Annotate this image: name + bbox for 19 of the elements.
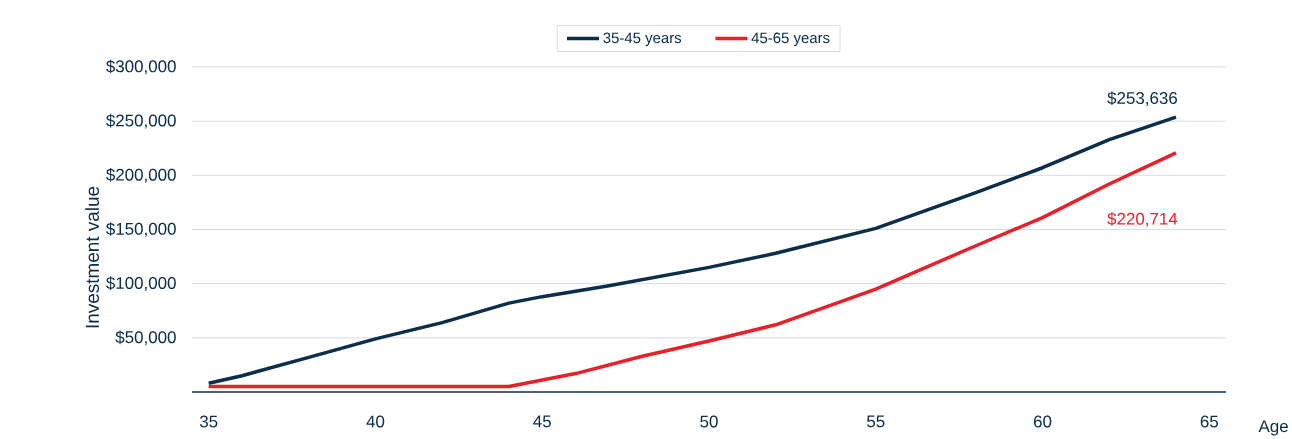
y-tick-label: $50,000 [115, 330, 176, 346]
x-axis-title: Age [1258, 420, 1288, 436]
x-tick-label: 35 [199, 415, 218, 428]
x-tick-label: 60 [1033, 415, 1052, 428]
y-tick-label: $100,000 [106, 276, 176, 292]
y-tick-label: $300,000 [106, 59, 176, 75]
legend-label: 35-45 years [603, 32, 682, 47]
annotation: $220,714 [1107, 212, 1178, 227]
x-tick-label: 40 [366, 415, 385, 428]
x-tick-label: 55 [867, 415, 885, 428]
x-tick-label: 50 [700, 415, 718, 428]
y-axis-title: Investment value [85, 186, 100, 328]
x-tick-label: 65 [1200, 415, 1219, 428]
y-tick-label: $150,000 [106, 222, 176, 237]
legend-label: 45-65 years [751, 32, 830, 47]
y-tick-label: $200,000 [106, 167, 176, 183]
x-tick-label: 45 [533, 415, 551, 428]
y-tick-label: $250,000 [106, 113, 176, 129]
annotation: $253,636 [1107, 91, 1177, 107]
